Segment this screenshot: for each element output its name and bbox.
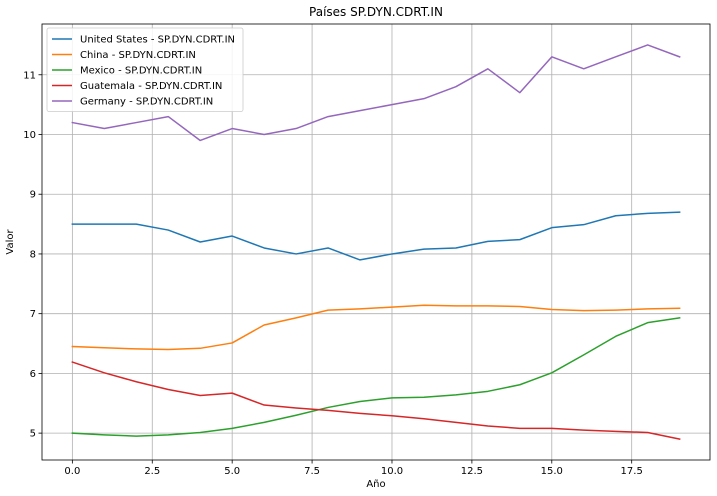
y-tick-label: 7 (30, 309, 36, 320)
legend-box (46, 27, 244, 112)
x-tick-label: 7.5 (304, 466, 320, 477)
legend-label: Guatemala - SP.DYN.CDRT.IN (80, 81, 222, 92)
y-tick-label: 6 (30, 369, 36, 380)
series-line-0 (71, 211, 681, 261)
y-tick-label: 11 (23, 70, 36, 81)
series-lines (71, 44, 681, 440)
x-tick-label: 5.0 (224, 466, 240, 477)
x-tick-label: 2.5 (144, 466, 160, 477)
series-line-1 (71, 304, 681, 351)
plot-area (41, 23, 711, 461)
x-tick-label: 17.5 (621, 466, 643, 477)
x-tick-label: 15.0 (541, 466, 563, 477)
y-tick-label: 10 (23, 130, 36, 141)
x-tick-label: 10.0 (381, 466, 403, 477)
legend-label: Germany - SP.DYN.CDRT.IN (80, 97, 213, 108)
y-tick-label: 9 (30, 190, 36, 201)
x-tick-label: 12.5 (461, 466, 483, 477)
y-tick-label: 8 (30, 249, 36, 260)
series-line-2 (71, 316, 681, 437)
x-tick-label: 0.0 (64, 466, 80, 477)
series-line-3 (71, 361, 681, 440)
y-axis-label: Valor (5, 229, 16, 255)
y-tick-label: 5 (30, 429, 36, 440)
grid (42, 24, 710, 460)
legend-label: China - SP.DYN.CDRT.IN (80, 50, 196, 61)
chart-title: Países SP.DYN.CDRT.IN (309, 5, 443, 19)
legend-label: United States - SP.DYN.CDRT.IN (80, 35, 235, 46)
axis-ticks: 0.0 2.5 5.0 7.5 10.0 12.5 15.0 17.5 5 6 7 8 9 10 11 (23, 70, 643, 477)
series-line-4 (71, 44, 681, 142)
legend-label: Mexico - SP.DYN.CDRT.IN (80, 66, 202, 77)
x-axis-label: Año (366, 479, 385, 490)
legend: United States - SP.DYN.CDRT.IN China - SP… (46, 27, 244, 112)
